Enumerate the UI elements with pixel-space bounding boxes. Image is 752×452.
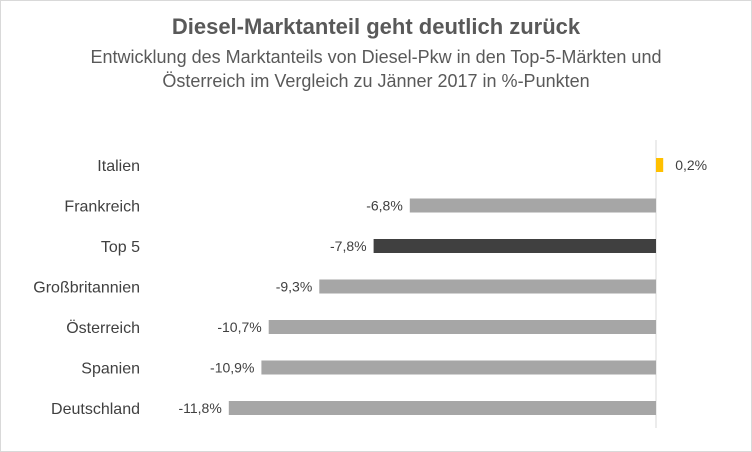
bar-3 bbox=[373, 239, 656, 253]
category-label-6: Spanien bbox=[81, 361, 140, 378]
bar-7 bbox=[228, 401, 657, 415]
value-label-4: -9,3% bbox=[276, 279, 313, 295]
value-label-5: -10,7% bbox=[217, 319, 261, 335]
category-label-3: Top 5 bbox=[101, 239, 140, 256]
chart-title: Diesel-Marktanteil geht deutlich zurück bbox=[171, 14, 581, 39]
bar-1 bbox=[656, 158, 664, 172]
value-label-7: -11,8% bbox=[178, 400, 221, 416]
bar-5 bbox=[268, 320, 656, 334]
category-label-5: Österreich bbox=[66, 319, 140, 337]
value-label-3: -7,8% bbox=[330, 238, 367, 254]
category-label-1: Italien bbox=[97, 158, 140, 175]
bar-2 bbox=[409, 198, 656, 213]
bar-4 bbox=[319, 279, 656, 294]
value-label-2: -6,8% bbox=[366, 198, 403, 214]
value-label-1: 0,2% bbox=[675, 157, 707, 173]
category-label-4: Großbritannien bbox=[33, 280, 140, 297]
category-label-2: Frankreich bbox=[64, 199, 140, 216]
bar-6 bbox=[261, 360, 656, 375]
chart-subtitle: Entwicklung des Marktanteils von Diesel-… bbox=[90, 47, 662, 91]
category-label-7: Deutschland bbox=[51, 401, 140, 418]
value-label-6: -10,9% bbox=[210, 360, 254, 376]
